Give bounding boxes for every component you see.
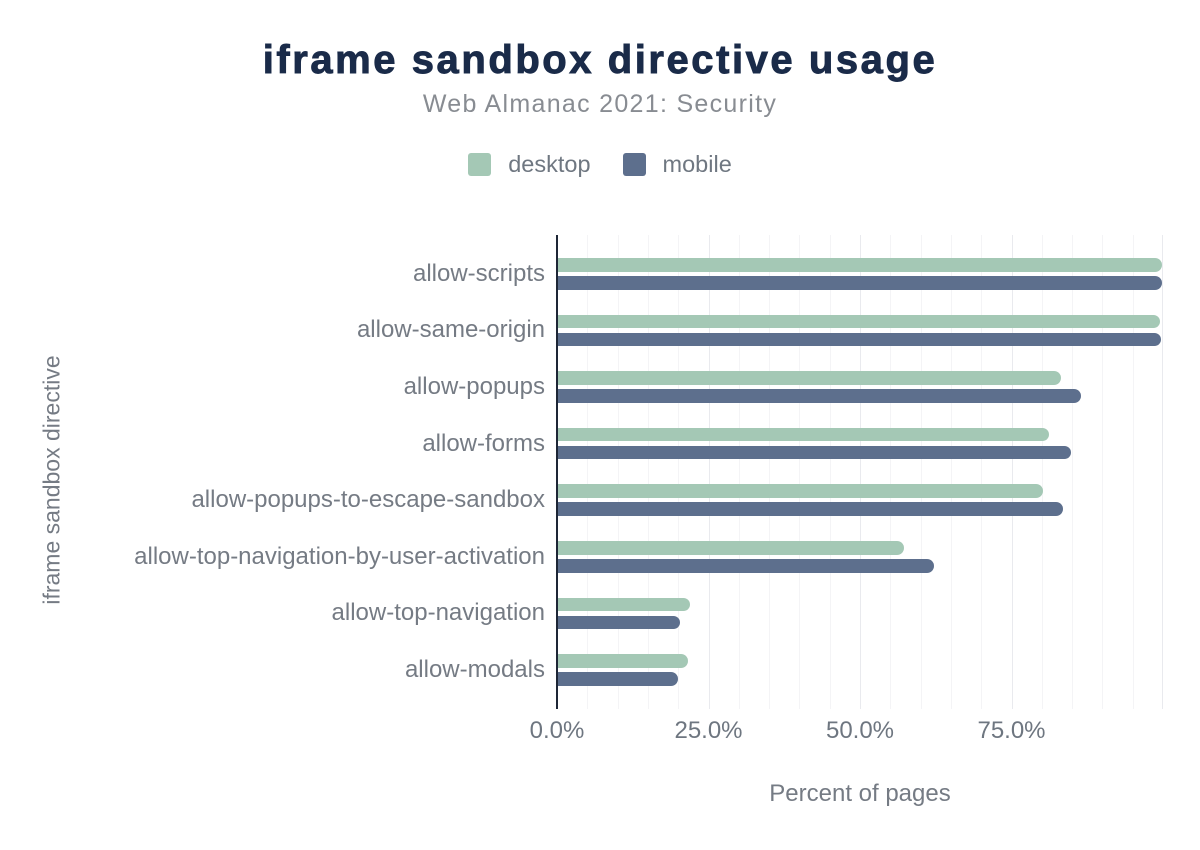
category-label-allow-top-navigation-by-user-activation: allow-top-navigation-by-user-activation (134, 542, 545, 570)
bar-mobile-allow-forms (558, 445, 1072, 460)
category-label-allow-modals: allow-modals (404, 656, 545, 683)
gridline-10 (617, 235, 619, 709)
legend: desktop mobile (0, 151, 1200, 178)
category-label-allow-popups-to-escape-sandbox: allow-popups-to-escape-sandbox (191, 486, 545, 514)
gridline-25 (708, 235, 710, 709)
bar-desktop-allow-top-navigation (558, 597, 690, 612)
x-tick-label-0: 0.0% (529, 717, 585, 744)
gridline-35 (769, 235, 771, 709)
gridline-90 (1102, 235, 1104, 709)
gridline-50 (860, 235, 861, 709)
gridline-5 (587, 235, 589, 709)
bar-mobile-allow-popups (558, 389, 1082, 403)
gridline-95 (1132, 235, 1134, 709)
category-label-allow-scripts: allow-scripts (412, 259, 545, 287)
bar-desktop-allow-popups (558, 371, 1061, 385)
bar-desktop-allow-forms (558, 427, 1050, 442)
chart-title: iframe sandbox directive usage (262, 38, 938, 83)
gridline-75 (1011, 235, 1013, 709)
bar-desktop-allow-top-navigation-by-user-activation (558, 541, 904, 555)
legend-item-desktop: desktop (468, 151, 591, 178)
category-label-allow-same-origin: allow-same-origin (356, 316, 545, 344)
gridline-70 (981, 235, 983, 709)
gridline-60 (920, 235, 922, 709)
gridline-15 (647, 235, 649, 709)
bar-mobile-allow-top-navigation (558, 615, 681, 630)
gridline-100 (1162, 235, 1163, 709)
bar-mobile-allow-modals (558, 672, 679, 686)
x-tick-label-25: 25.0% (674, 717, 743, 744)
bar-mobile-allow-top-navigation-by-user-activation (558, 559, 934, 573)
bar-desktop-allow-modals (558, 654, 688, 668)
gridline-20 (678, 235, 680, 709)
y-axis-line (556, 235, 558, 709)
x-tick-label-50: 50.0% (825, 717, 895, 744)
legend-swatch-desktop (468, 153, 492, 176)
category-label-allow-popups: allow-popups (403, 373, 545, 400)
x-tick-label-75: 75.0% (977, 717, 1046, 744)
legend-item-mobile: mobile (622, 151, 732, 178)
legend-swatch-mobile (622, 153, 646, 176)
category-label-allow-forms: allow-forms (422, 429, 545, 457)
gridline-55 (890, 235, 892, 709)
gridline-65 (950, 235, 952, 709)
bar-desktop-allow-popups-to-escape-sandbox (558, 484, 1043, 498)
gridline-85 (1072, 235, 1074, 709)
legend-label-mobile: mobile (662, 151, 732, 177)
gridline-30 (738, 235, 740, 709)
gridline-80 (1041, 235, 1043, 709)
bar-mobile-allow-popups-to-escape-sandbox (558, 502, 1063, 516)
gridline-40 (799, 235, 801, 709)
chart-subtitle: Web Almanac 2021: Security (422, 90, 778, 118)
plot-area (556, 235, 1163, 709)
y-axis-title: iframe sandbox directive (38, 355, 65, 605)
x-axis-title: Percent of pages (769, 780, 951, 807)
category-label-allow-top-navigation: allow-top-navigation (331, 599, 545, 627)
bar-mobile-allow-scripts (558, 276, 1162, 290)
bar-mobile-allow-same-origin (558, 332, 1161, 347)
bar-desktop-allow-scripts (558, 258, 1163, 272)
gridline-45 (829, 235, 831, 709)
bar-desktop-allow-same-origin (558, 314, 1160, 329)
legend-label-desktop: desktop (508, 151, 591, 177)
